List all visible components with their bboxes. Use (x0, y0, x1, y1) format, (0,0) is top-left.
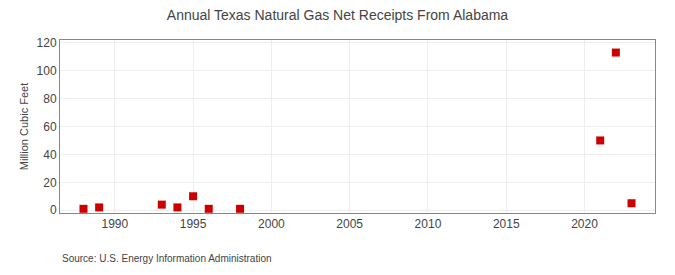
svg-text:40: 40 (43, 148, 57, 162)
svg-text:2000: 2000 (258, 217, 285, 231)
svg-text:2020: 2020 (571, 217, 598, 231)
svg-text:1995: 1995 (180, 217, 207, 231)
svg-text:1990: 1990 (101, 217, 128, 231)
svg-text:0: 0 (50, 203, 57, 217)
svg-text:20: 20 (43, 176, 57, 190)
svg-text:2015: 2015 (493, 217, 520, 231)
svg-text:2005: 2005 (336, 217, 363, 231)
svg-text:2010: 2010 (415, 217, 442, 231)
svg-text:100: 100 (37, 64, 57, 78)
svg-text:120: 120 (37, 36, 57, 50)
svg-text:80: 80 (43, 92, 57, 106)
svg-text:60: 60 (43, 120, 57, 134)
svg-text:Annual Texas Natural Gas Net R: Annual Texas Natural Gas Net Receipts Fr… (167, 7, 509, 23)
svg-text:Source: U.S. Energy Informatio: Source: U.S. Energy Information Administ… (62, 253, 272, 264)
svg-text:Million Cubic Feet: Million Cubic Feet (18, 83, 30, 170)
